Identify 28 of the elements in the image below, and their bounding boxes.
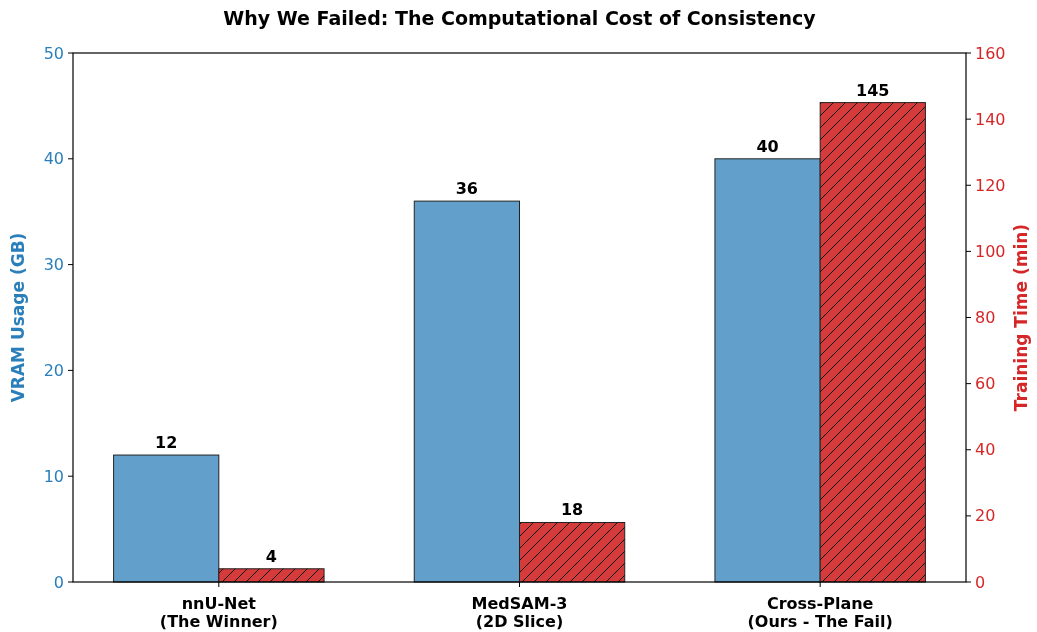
data-label: 145 xyxy=(856,80,890,100)
y2-tick-label: 40 xyxy=(975,440,996,460)
y-tick-label: 20 xyxy=(43,361,64,380)
data-label: 40 xyxy=(756,136,779,156)
y2-tick-label: 60 xyxy=(975,374,996,394)
y2-axis-title: Training Time (min) xyxy=(1011,223,1031,412)
y2-tick-label: 120 xyxy=(975,175,1006,195)
data-label: 12 xyxy=(155,433,178,453)
x-tick-label: Cross-Plane (Ours - The Fail) xyxy=(747,594,893,631)
bar xyxy=(413,200,520,583)
chart-title: Why We Failed: The Computational Cost of Consistency xyxy=(223,7,817,29)
y-tick-label: 40 xyxy=(43,149,64,169)
y-tick-label: 50 xyxy=(43,43,64,63)
y2-tick-label: 80 xyxy=(975,308,996,328)
data-label: 18 xyxy=(560,500,584,520)
y-tick-label: 30 xyxy=(43,255,64,275)
y-tick-label: 0 xyxy=(53,572,64,592)
y-axis-title: VRAM Usage (GB) xyxy=(8,232,28,403)
y-tick-label: 10 xyxy=(43,466,64,486)
data-label: 4 xyxy=(265,546,278,566)
y2-tick-label: 140 xyxy=(975,109,1006,129)
data-label: 36 xyxy=(455,179,479,199)
y2-tick-label: 100 xyxy=(975,241,1006,261)
y2-tick-label: 0 xyxy=(975,572,986,592)
x-tick-label: MedSAM-3 (2D Slice) xyxy=(471,594,568,631)
y2-tick-label: 20 xyxy=(975,506,996,526)
y2-tick-label: 160 xyxy=(975,43,1006,63)
x-tick-label: nnU-Net (The Winner) xyxy=(159,594,278,631)
